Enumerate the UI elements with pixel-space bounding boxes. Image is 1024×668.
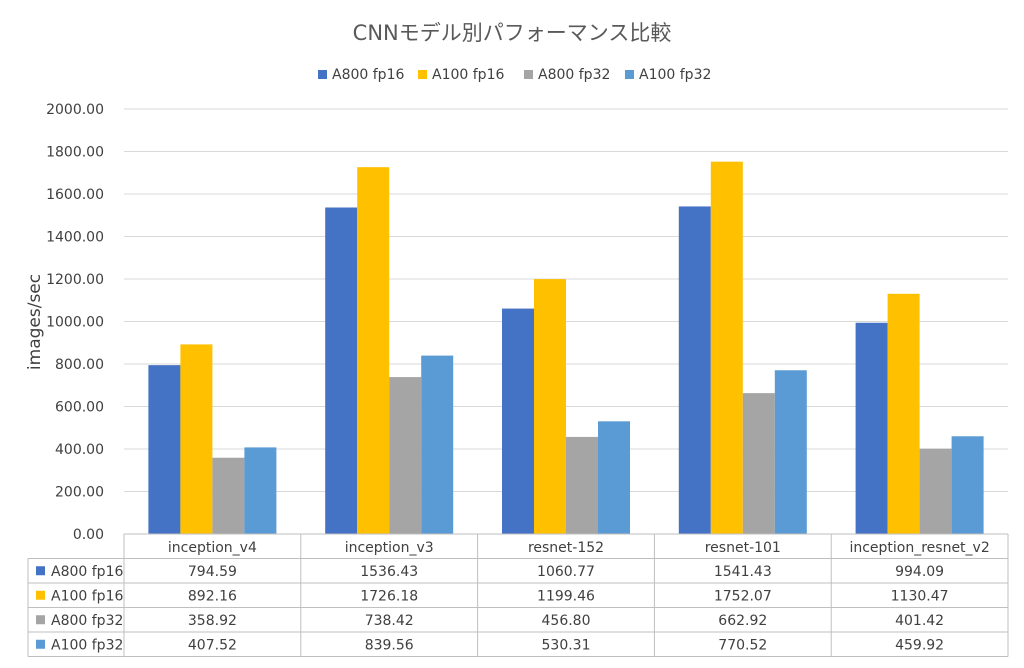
legend-swatch: [524, 70, 533, 79]
category-label: inception_v3: [345, 540, 434, 556]
legend-label: A800 fp32: [538, 67, 610, 83]
data-label: 839.56: [365, 637, 414, 653]
y-tick-label: 800.00: [55, 357, 104, 373]
data-label: 1130.47: [891, 588, 949, 604]
y-tick-label: 1600.00: [46, 187, 104, 203]
data-label: 994.09: [895, 564, 944, 580]
bar: [678, 206, 711, 535]
y-tick-label: 1000.00: [46, 315, 104, 331]
legend-swatch: [625, 70, 634, 79]
bar: [534, 279, 566, 534]
data-label: 892.16: [188, 588, 237, 604]
data-label: 738.42: [365, 613, 414, 629]
table-series-swatch: [36, 590, 45, 600]
legend-label: A100 fp16: [432, 67, 504, 83]
table-series-name: A800 fp16: [51, 564, 123, 580]
bar: [389, 377, 422, 534]
bar: [774, 370, 807, 534]
bar: [951, 436, 984, 534]
data-label: 530.31: [542, 637, 591, 653]
y-tick-label: 200.00: [55, 485, 104, 501]
y-tick-label: 600.00: [55, 400, 104, 416]
data-label: 662.92: [718, 613, 767, 629]
category-label: resnet-152: [528, 540, 604, 556]
y-axis-label: images/sec: [25, 274, 45, 370]
bar: [742, 393, 775, 534]
bar: [421, 355, 454, 534]
bar: [502, 308, 534, 534]
data-table: inception_v4 inception_v3 resnet-152 resnet…: [27, 533, 1009, 657]
category-label: resnet-101: [705, 540, 781, 556]
y-tick-label: 0.00: [73, 527, 104, 543]
table-series-name: A800 fp32: [51, 613, 123, 629]
bars: [148, 161, 984, 535]
data-label: 459.92: [895, 637, 944, 653]
data-label: 1726.18: [360, 588, 418, 604]
bar: [244, 447, 277, 534]
table-series-swatch: [36, 639, 45, 649]
bar: [357, 167, 390, 534]
y-tick-label: 400.00: [55, 442, 104, 458]
legend-swatch: [318, 70, 327, 79]
data-label: 401.42: [895, 613, 944, 629]
data-label: 1752.07: [714, 588, 772, 604]
bar: [148, 365, 181, 534]
data-label: 407.52: [188, 637, 237, 653]
bar: [710, 161, 743, 534]
legend-swatch: [418, 70, 427, 79]
chart-title: CNNモデル別パフォーマンス比較: [353, 21, 672, 45]
y-tick-label: 2000.00: [46, 102, 104, 118]
y-tick-label: 1800.00: [46, 145, 104, 161]
table-series-swatch: [36, 615, 45, 625]
legend: A800 fp16 A100 fp16 A800 fp32 A100 fp32: [318, 67, 711, 83]
bar: [887, 293, 920, 534]
y-tick-label: 1200.00: [46, 272, 104, 288]
table-series-swatch: [36, 566, 45, 576]
bar: [598, 421, 630, 534]
bar: [919, 448, 952, 534]
data-label: 358.92: [188, 613, 237, 629]
bar: [180, 344, 213, 534]
legend-label: A800 fp16: [332, 67, 404, 83]
table-series-name: A100 fp16: [51, 588, 123, 604]
bar: [212, 457, 245, 534]
category-label: inception_resnet_v2: [849, 540, 989, 556]
data-label: 1541.43: [714, 564, 772, 580]
data-label: 456.80: [542, 613, 591, 629]
table-series-name: A100 fp32: [51, 637, 123, 653]
y-axis-ticks: 0.00 200.00 400.00 600.00 800.00 1000.00 1200.…: [46, 102, 104, 543]
bar: [855, 322, 888, 534]
data-label: 1536.43: [360, 564, 418, 580]
data-label: 770.52: [718, 637, 767, 653]
data-label: 794.59: [188, 564, 237, 580]
data-label: 1199.46: [537, 588, 595, 604]
legend-label: A100 fp32: [639, 67, 711, 83]
data-label: 1060.77: [537, 564, 595, 580]
category-label: inception_v4: [168, 540, 257, 556]
bar: [566, 436, 598, 534]
bar: [325, 207, 358, 535]
y-tick-label: 1400.00: [46, 230, 104, 246]
